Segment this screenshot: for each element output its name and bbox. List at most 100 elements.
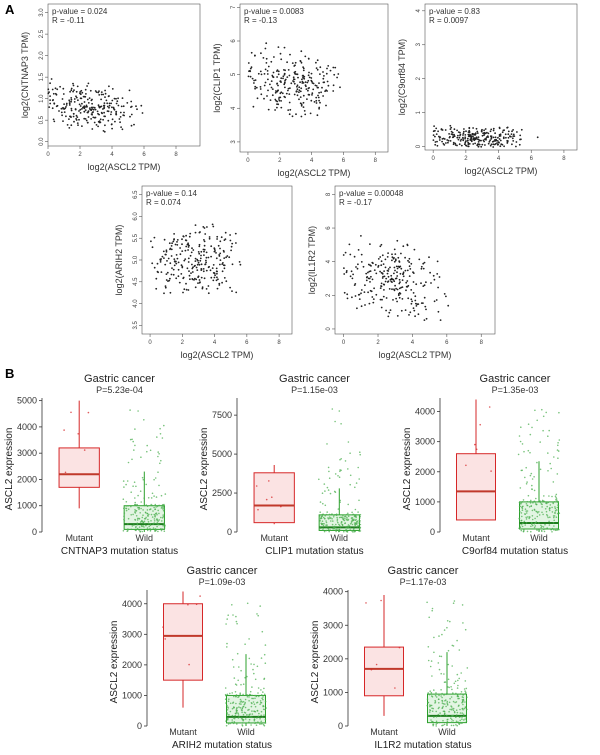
wild-data-point xyxy=(319,501,322,503)
data-point xyxy=(103,107,105,110)
wild-data-point xyxy=(520,469,523,472)
data-point xyxy=(399,281,401,283)
y-tick-label: 2000 xyxy=(17,474,37,484)
wild-data-point xyxy=(261,723,263,725)
y-tick-label: 2 xyxy=(416,76,422,80)
wild-data-point xyxy=(240,669,242,672)
data-point xyxy=(200,250,203,253)
wild-data-point xyxy=(240,683,242,686)
data-point xyxy=(490,136,493,139)
wild-data-point xyxy=(259,700,262,702)
data-point xyxy=(287,87,290,90)
wild-data-point xyxy=(323,530,326,533)
data-point xyxy=(84,109,87,111)
wild-data-point xyxy=(237,712,239,715)
data-point xyxy=(413,248,416,251)
data-point xyxy=(177,268,180,271)
data-point xyxy=(188,274,191,277)
data-point xyxy=(372,298,375,300)
wild-data-point xyxy=(244,643,246,645)
wild-data-point xyxy=(122,480,125,482)
wild-data-point xyxy=(456,724,459,727)
data-point xyxy=(197,282,199,284)
data-point xyxy=(443,293,446,295)
wild-data-point xyxy=(458,704,460,707)
data-point xyxy=(238,261,241,263)
data-point xyxy=(209,269,212,272)
wild-data-point xyxy=(524,524,526,526)
data-point xyxy=(295,73,297,76)
wild-data-point xyxy=(143,419,145,421)
data-point xyxy=(187,249,190,251)
wild-data-point xyxy=(455,724,457,726)
wild-data-point xyxy=(136,517,139,520)
data-point xyxy=(97,125,99,128)
wild-data-point xyxy=(457,721,459,723)
data-point xyxy=(329,69,332,72)
data-point xyxy=(181,238,183,241)
wild-data-point xyxy=(439,712,441,714)
mutant-data-point xyxy=(77,433,79,435)
data-point xyxy=(391,259,393,262)
wild-data-point xyxy=(543,528,546,530)
data-point xyxy=(79,93,82,96)
data-point xyxy=(425,308,427,311)
data-point xyxy=(176,257,179,260)
data-point xyxy=(302,69,305,72)
wild-data-point xyxy=(533,489,536,492)
data-point xyxy=(397,294,400,297)
x-tick-label: 8 xyxy=(174,152,178,158)
data-point xyxy=(483,129,485,132)
wild-data-point xyxy=(147,514,149,517)
data-point xyxy=(468,135,471,138)
data-point xyxy=(126,102,129,104)
data-point xyxy=(430,282,432,284)
data-point xyxy=(98,113,100,116)
data-point xyxy=(498,126,501,129)
data-point xyxy=(465,144,468,147)
wild-data-point xyxy=(135,526,137,529)
wild-data-point xyxy=(431,720,433,723)
wild-data-point xyxy=(531,522,533,524)
wild-data-point xyxy=(161,437,164,439)
data-point xyxy=(433,278,436,281)
wild-data-point xyxy=(351,518,354,521)
data-point xyxy=(194,277,196,280)
data-point xyxy=(192,249,195,251)
wild-data-point xyxy=(150,503,152,506)
wild-data-point xyxy=(540,524,542,527)
wild-data-point xyxy=(448,701,451,704)
data-point xyxy=(318,106,321,109)
data-point xyxy=(394,277,397,280)
wild-data-point xyxy=(449,620,451,623)
wild-data-point xyxy=(324,517,326,520)
wild-data-point xyxy=(350,520,353,522)
data-point xyxy=(279,96,282,99)
data-point xyxy=(272,71,275,74)
data-point xyxy=(173,238,176,240)
data-point xyxy=(441,140,443,143)
data-point xyxy=(160,271,163,273)
wild-data-point xyxy=(164,493,167,495)
wild-data-point xyxy=(125,509,128,512)
wild-data-point xyxy=(540,526,542,529)
data-point xyxy=(266,70,269,72)
plot-title: Gastric cancer xyxy=(84,373,155,385)
data-point xyxy=(388,311,391,314)
p-value-label: p-value = 0.83 xyxy=(429,7,480,16)
wild-data-point xyxy=(130,505,132,508)
data-point xyxy=(507,130,510,133)
data-point xyxy=(482,139,485,142)
wild-data-point xyxy=(241,722,244,724)
data-point xyxy=(211,223,214,226)
mutant-data-point xyxy=(70,411,72,414)
data-point xyxy=(163,238,166,241)
data-point xyxy=(92,116,95,119)
data-point xyxy=(489,135,492,138)
wild-data-point xyxy=(349,523,352,525)
wild-data-point xyxy=(447,663,450,666)
wild-data-point xyxy=(231,658,234,661)
wild-data-point xyxy=(351,523,354,526)
y-tick-label: 7500 xyxy=(212,410,232,420)
wild-data-point xyxy=(440,695,442,697)
